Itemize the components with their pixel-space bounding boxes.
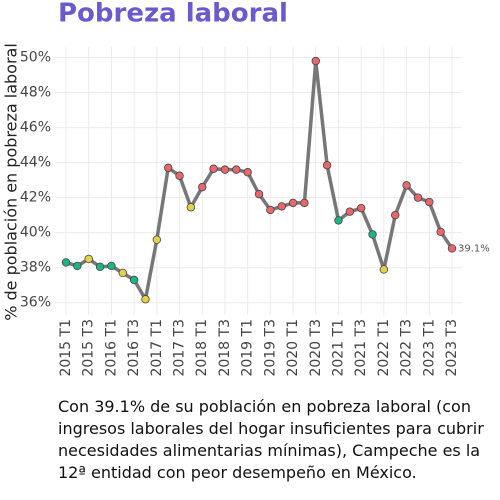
data-point [243,168,252,177]
y-tick-label: 46% [20,120,51,136]
data-label: 39.1% [458,243,490,254]
data-point [311,56,320,66]
caption: Con 39.1% de su población en pobreza lab… [58,397,484,482]
data-point [107,261,116,271]
data-point [300,198,309,208]
data-point [141,295,150,304]
x-tick-label: 2022 T1 [376,319,392,377]
data-point [232,165,241,174]
data-point [391,210,400,220]
y-tick-label: 44% [20,155,51,171]
y-tick-label: 38% [20,260,51,276]
x-tick-label: 2021 T3 [353,319,369,377]
data-point [61,258,71,267]
x-tick-label: 2019 T1 [240,319,256,377]
data-point [277,202,286,211]
x-tick-label: 2015 T3 [81,319,97,377]
x-tick-label: 2017 T3 [172,319,188,377]
data-point [186,203,196,212]
data-point [425,197,434,207]
y-tick-label: 40% [20,225,51,241]
x-tick-label: 2015 T1 [58,319,74,377]
x-tick-label: 2017 T1 [149,319,165,377]
data-point [175,171,184,180]
data-point [379,265,389,274]
x-tick-label: 2021 T1 [330,319,346,377]
data-point [447,244,457,253]
x-tick-label: 2019 T3 [262,319,278,377]
data-point [436,227,445,236]
x-tick-label: 2018 T3 [217,319,233,377]
data-point [254,189,264,199]
data-point [118,268,127,278]
series-line [65,59,454,301]
data-point [220,165,230,174]
y-tick-label: 48% [20,85,51,101]
data-point [402,181,411,190]
data-point [209,164,218,173]
x-tick-label: 2022 T3 [399,319,415,377]
data-point [73,261,82,271]
data-point [356,203,366,213]
x-tick-label: 2023 T3 [444,319,460,377]
data-point [198,182,207,192]
y-tick-label: 36% [20,295,51,311]
data-point [413,193,423,202]
x-tick-label: 2020 T1 [285,319,301,377]
data-point [163,163,173,173]
data-point [334,216,343,225]
x-tick-label: 2020 T3 [308,319,324,377]
y-axis-label: % de población en pobreza laboral [2,43,21,321]
y-tick-label: 50% [20,50,51,66]
x-tick-label: 2018 T1 [194,319,210,377]
x-tick-label: 2023 T1 [421,319,437,377]
x-tick-label: 2016 T3 [126,319,142,377]
data-point [345,207,355,216]
data-point [266,205,275,215]
chart-title: Pobreza laboral [58,0,288,29]
data-point [84,254,93,264]
data-point [95,262,105,272]
y-tick-label: 42% [20,190,51,206]
x-tick-label: 2016 T1 [103,319,119,377]
data-point [152,235,162,244]
data-point [129,275,139,285]
data-point [322,161,332,170]
data-point [288,198,298,208]
data-point [368,230,377,239]
